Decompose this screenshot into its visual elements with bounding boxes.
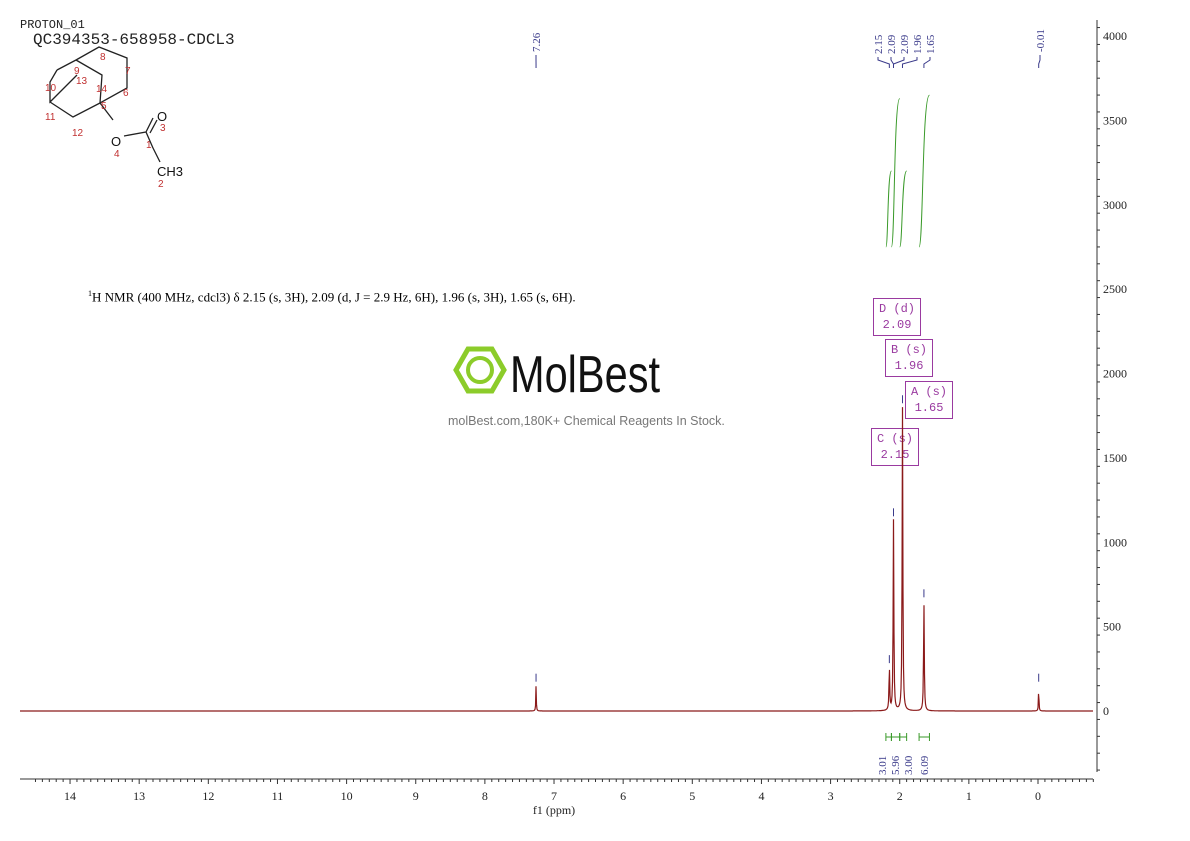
nmr-description: 1H NMR (400 MHz, cdcl3) δ 2.15 (s, 3H), … [88,289,576,305]
integral-bracket [890,733,901,741]
multiplet-label: B (s) [891,343,928,357]
x-tick-label: 5 [689,789,695,803]
integral-value: 3.00 [903,755,915,775]
multiplet-label: D (d) [879,302,916,316]
multiplet-box-b[interactable]: B (s) 1.96 [885,339,934,377]
y-tick-label: 2000 [1103,367,1127,381]
multiplet-box-c[interactable]: C (s) 2.15 [871,428,920,466]
multiplet-shift: 2.09 [882,318,912,332]
y-tick-label: 500 [1103,620,1121,634]
molecule-structure [49,46,161,163]
x-tick-label: 0 [1035,789,1041,803]
x-tick-label: 11 [272,789,284,803]
brand-text: MolBest [510,346,660,400]
peak-label-leader [1038,55,1041,68]
multiplet-shift: 2.15 [880,448,910,462]
peak-shift-label: 2.09 [886,34,898,54]
experiment-name: PROTON_01 [20,18,85,32]
multiplet-label: A (s) [911,385,948,399]
multiplet-box-a[interactable]: A (s) 1.65 [905,381,954,419]
x-tick-label: 12 [202,789,214,803]
y-tick-label: 4000 [1103,29,1127,43]
integral-curve [899,170,908,248]
spectrum-line [20,407,1093,712]
multiplet-label: C (s) [877,432,914,446]
x-axis-label: f1 (ppm) [533,803,575,817]
multiplet-shift: 1.96 [894,359,924,373]
atom-number-label: 7 [125,66,131,77]
y-tick-label: 3000 [1103,198,1127,212]
oxygen-label: O [157,109,167,124]
integral-curve [885,170,892,248]
description-text: H NMR (400 MHz, cdcl3) δ 2.15 (s, 3H), 2… [92,289,576,305]
y-tick-label: 3500 [1103,113,1127,127]
atom-number-label: 9 [74,66,80,77]
y-tick-label: 0 [1103,704,1109,718]
integral-curve [918,94,930,248]
peak-label-leader [923,57,931,68]
x-tick-label: 10 [341,789,353,803]
integral-curve [890,97,901,248]
y-tick-label: 2500 [1103,282,1127,296]
integral-bracket [918,733,930,741]
x-tick-label: 7 [551,789,557,803]
atom-number-label: 14 [96,84,108,95]
isotope-superscript: 1 [88,289,92,298]
x-tick-label: 2 [897,789,903,803]
integral-value: 6.09 [919,755,931,775]
x-tick-label: 6 [620,789,626,803]
atom-number-label: 4 [114,149,120,160]
x-tick-label: 14 [64,789,76,803]
x-tick-label: 8 [482,789,488,803]
integral-value: 3.01 [877,756,889,775]
y-tick-label: 1500 [1103,451,1127,465]
peak-shift-label: 7.26 [531,32,543,52]
peak-shift-label: 1.96 [912,34,924,54]
watermark-tagline: molBest.com,180K+ Chemical Reagents In S… [448,414,725,428]
peak-shift-label: -0.01 [1035,29,1047,52]
x-tick-label: 4 [758,789,764,803]
peak-shift-label: 2.09 [899,34,911,54]
integral-bracket [899,733,908,741]
oxygen-label: O [111,134,121,149]
peak-label-leader [892,57,905,68]
methyl-label: CH3 [157,164,183,179]
peak-shift-label: 1.65 [925,34,937,54]
sample-name: QC394353-658958-CDCL3 [33,31,235,49]
atom-number-label: 12 [72,128,84,139]
atom-number-label: 8 [100,52,106,63]
atom-number-label: 6 [123,88,129,99]
peak-label-leader [890,57,894,68]
atom-number-label: 3 [160,123,166,134]
peak-label-leader [877,57,890,68]
multiplet-shift: 1.65 [914,401,944,415]
x-tick-label: 13 [133,789,145,803]
x-tick-label: 1 [966,789,972,803]
x-tick-label: 9 [413,789,419,803]
y-tick-label: 1000 [1103,535,1127,549]
atom-number-label: 2 [158,179,164,190]
peak-label-leader [901,57,918,68]
peak-shift-label: 2.15 [873,34,885,54]
multiplet-box-d[interactable]: D (d) 2.09 [873,298,922,336]
atom-number-label: 10 [45,83,57,94]
atom-number-label: 13 [76,76,88,87]
atom-number-label: 11 [45,112,56,123]
atom-number-label: 1 [146,140,152,151]
integral-bracket [885,733,892,741]
integral-value: 5.96 [890,755,902,775]
x-tick-label: 3 [828,789,834,803]
molbest-logo: MolBest [448,340,748,405]
benzene-logo-icon: MolBest [453,346,660,404]
atom-number-label: 5 [101,101,107,112]
